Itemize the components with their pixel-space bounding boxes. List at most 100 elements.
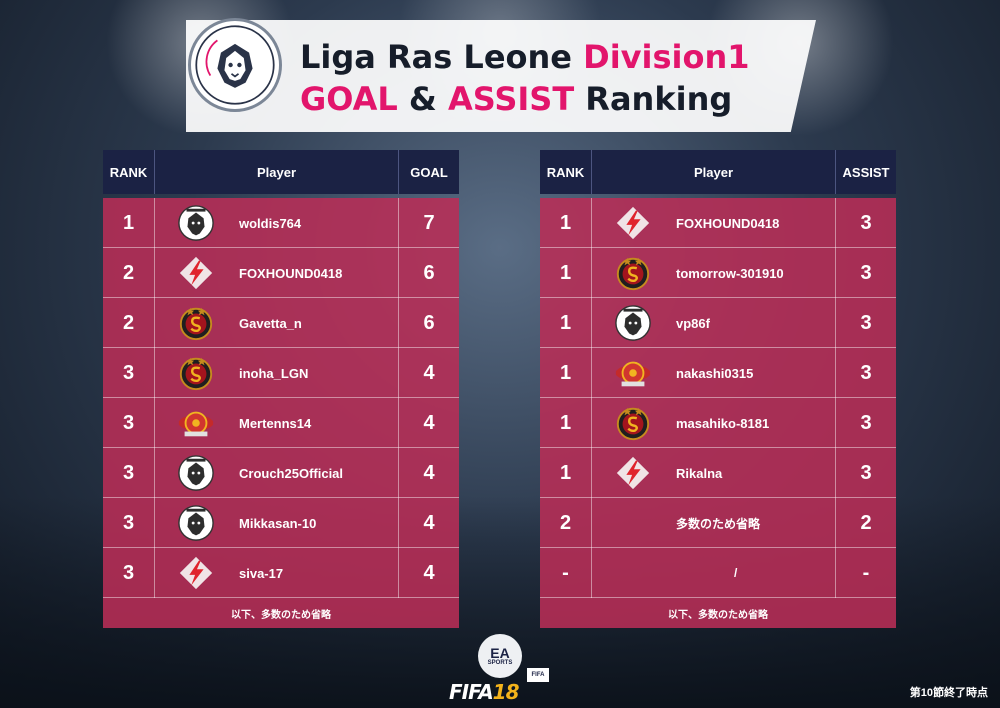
value-cell: 3: [860, 261, 872, 284]
table-row: 3 Mertenns14 4: [103, 398, 459, 448]
value-cell: 4: [423, 561, 435, 584]
assist-ranking-table: RANK Player ASSIST 1 FOXHOUND0418 3 1 tomorr…: [540, 150, 896, 628]
header-goal: GOAL: [410, 164, 448, 180]
player-cell: /: [592, 548, 836, 598]
header-rank: RANK: [540, 150, 592, 194]
red-lightning-diamond-icon: [177, 254, 215, 292]
ea-text: EA: [490, 645, 510, 661]
table-row: 1 woldis764 7: [103, 198, 459, 248]
player-cell: Mikkasan-10: [155, 498, 399, 548]
value-cell: 4: [423, 411, 435, 434]
title-ranking: Ranking: [574, 80, 733, 118]
ea-sports-logo: EA SPORTS: [478, 634, 522, 678]
player-name: woldis764: [239, 215, 302, 231]
table-row: 3 Crouch25Official 4: [103, 448, 459, 498]
rank-cell: 3: [103, 448, 155, 498]
player-cell: Crouch25Official: [155, 448, 399, 498]
rank-cell: 3: [103, 348, 155, 398]
table-row: 1 nakashi0315 3: [540, 348, 896, 398]
title-goal: GOAL: [300, 80, 398, 118]
red-lightning-diamond-icon: [177, 554, 215, 592]
table-row: 1 tomorrow-301910 3: [540, 248, 896, 298]
rank-cell: 2: [540, 498, 592, 548]
player-cell: FOXHOUND0418: [155, 248, 399, 298]
player-name: 多数のため省略: [676, 516, 761, 531]
rank-cell: 1: [540, 198, 592, 248]
rank-cell: 3: [103, 398, 155, 448]
value-cell: 4: [423, 461, 435, 484]
player-cell: tomorrow-301910: [592, 248, 836, 298]
league-logo: [188, 18, 282, 112]
rank-cell: 2: [103, 248, 155, 298]
assist-table-body: 1 FOXHOUND0418 3 1 tomorrow-301910 3 1 vp86f 3 1 n…: [540, 198, 896, 628]
table-row: 1 FOXHOUND0418 3: [540, 198, 896, 248]
table-row: 2 多数のため省略 2: [540, 498, 896, 548]
goal-ranking-table: RANK Player GOAL 1 woldis764 7 2 FOXHOUND041…: [103, 150, 459, 628]
fifa-tag: FIFA: [527, 668, 549, 682]
value-cell: 3: [860, 211, 872, 234]
player-name: FOXHOUND0418: [239, 265, 343, 281]
value-cell: 6: [423, 261, 435, 284]
player-name: Gavetta_n: [239, 315, 302, 331]
player-cell: masahiko-8181: [592, 398, 836, 448]
fifa-text: FIFA: [449, 680, 494, 704]
rank-cell: 1: [103, 198, 155, 248]
header-rank: RANK: [103, 150, 155, 194]
lion-crest-icon: [177, 504, 215, 542]
table-row: 2 Gavetta_n 6: [103, 298, 459, 348]
title-division: Division1: [583, 38, 750, 76]
header-assist: ASSIST: [842, 164, 890, 180]
player-name: Rikalna: [676, 465, 723, 481]
value-cell: 2: [860, 511, 872, 534]
player-cell: Rikalna: [592, 448, 836, 498]
table-row: - / -: [540, 548, 896, 598]
value-cell: 3: [860, 361, 872, 384]
galatasaray-style-crest-icon: [614, 254, 652, 292]
value-cell: 4: [423, 511, 435, 534]
goal-table-footer: 以下、多数のため省略: [231, 609, 331, 621]
player-name: Mikkasan-10: [239, 515, 317, 531]
rank-cell: 1: [540, 298, 592, 348]
sports-text: SPORTS: [487, 660, 513, 666]
fifa-logo: FIFA18: [449, 680, 520, 704]
title-league: Liga Ras Leone: [300, 38, 584, 76]
rank-cell: 1: [540, 398, 592, 448]
player-cell: FOXHOUND0418: [592, 198, 836, 248]
player-name: masahiko-8181: [676, 415, 770, 431]
rank-cell: -: [540, 548, 592, 598]
player-name: siva-17: [239, 565, 284, 581]
rank-cell: 1: [540, 248, 592, 298]
red-lightning-diamond-icon: [614, 204, 652, 242]
winged-red-crest-icon: [614, 354, 652, 392]
goal-table-body: 1 woldis764 7 2 FOXHOUND0418 6 2 Gavetta_n 6 3 ino…: [103, 198, 459, 628]
player-name: FOXHOUND0418: [676, 215, 780, 231]
table-row: 3 inoha_LGN 4: [103, 348, 459, 398]
goal-table-header: RANK Player GOAL: [103, 150, 459, 194]
player-cell: siva-17: [155, 548, 399, 598]
title-assist: ASSIST: [447, 80, 575, 118]
player-cell: nakashi0315: [592, 348, 836, 398]
rank-cell: 3: [103, 548, 155, 598]
table-row: 2 FOXHOUND0418 6: [103, 248, 459, 298]
red-lightning-diamond-icon: [614, 454, 652, 492]
rank-cell: 1: [540, 348, 592, 398]
rank-cell: 1: [540, 448, 592, 498]
player-name: inoha_LGN: [239, 365, 309, 381]
title-banner: [186, 20, 816, 132]
player-name: nakashi0315: [676, 365, 754, 381]
player-cell: Mertenns14: [155, 398, 399, 448]
value-cell: 3: [860, 311, 872, 334]
value-cell: 6: [423, 311, 435, 334]
lion-crest-icon: [177, 204, 215, 242]
lion-crest-icon: [177, 454, 215, 492]
header-player: Player: [155, 150, 399, 194]
table-row: 1 vp86f 3: [540, 298, 896, 348]
player-cell: vp86f: [592, 298, 836, 348]
page-title-line-2: GOAL & ASSIST Ranking: [300, 80, 732, 118]
rank-cell: 2: [103, 298, 155, 348]
player-cell: inoha_LGN: [155, 348, 399, 398]
value-cell: 3: [860, 461, 872, 484]
table-row: 1 Rikalna 3: [540, 448, 896, 498]
assist-table-header: RANK Player ASSIST: [540, 150, 896, 194]
player-name: vp86f: [676, 315, 710, 331]
